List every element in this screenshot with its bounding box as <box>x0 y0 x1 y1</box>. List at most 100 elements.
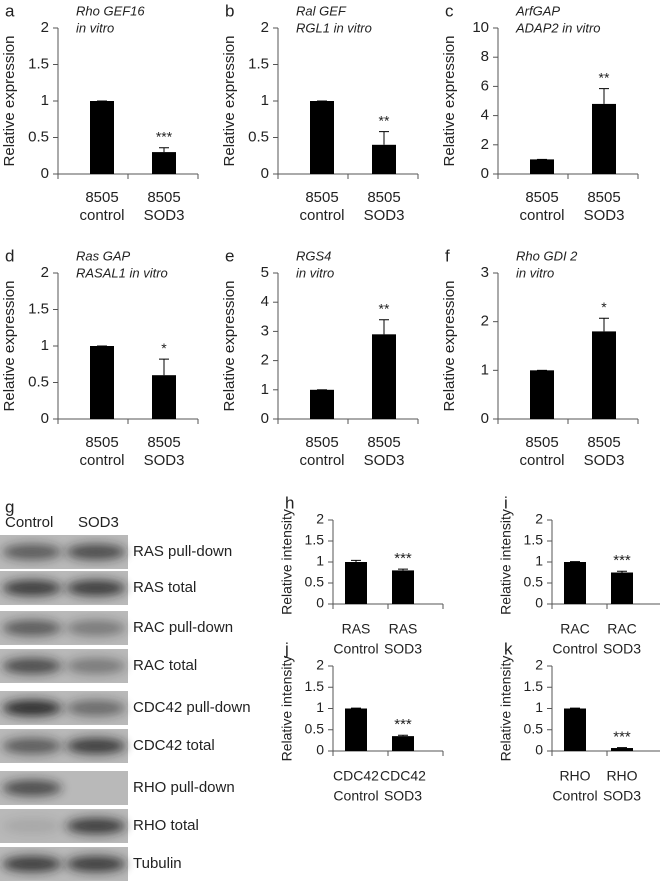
error-bar <box>617 570 627 573</box>
y-tick-label: 1 <box>316 699 324 715</box>
y-tick-label: 3 <box>261 322 269 339</box>
bar <box>564 562 586 604</box>
y-tick-label: 0 <box>41 165 49 182</box>
x-tick-label: SOD3 <box>384 788 422 804</box>
x-tick-label: RHO <box>606 768 637 784</box>
y-tick-label: 2 <box>316 511 324 527</box>
y-tick-label: 1.5 <box>28 55 49 72</box>
significance: ** <box>379 300 390 316</box>
blot-band <box>2 658 62 674</box>
y-tick-label: 1 <box>261 92 269 109</box>
bar <box>152 375 176 419</box>
x-tick-label: 8505 <box>147 189 180 206</box>
blot-band <box>2 700 62 716</box>
annotation: ArfGAP <box>515 3 560 18</box>
bar <box>530 159 554 174</box>
blot-band <box>2 738 62 754</box>
blot-band <box>66 620 126 636</box>
y-tick-label: 2 <box>535 511 543 527</box>
annotation: Rho GEF16 <box>76 3 145 18</box>
error-bar <box>599 317 609 332</box>
bar <box>310 389 334 419</box>
y-tick-label: 0 <box>261 165 269 182</box>
significance: *** <box>613 552 631 569</box>
bar <box>392 736 414 751</box>
x-tick-label: 8505 <box>367 434 400 451</box>
blot-band <box>66 818 126 834</box>
y-tick-label: 2 <box>261 19 269 36</box>
row-label: RAC pull-down <box>133 619 233 636</box>
bar <box>530 370 554 419</box>
blot-band <box>2 780 62 796</box>
blot-band <box>2 818 62 834</box>
x-tick-label: control <box>299 452 344 469</box>
x-tick-label: control <box>299 207 344 224</box>
y-axis-label: Relative expression <box>441 36 458 167</box>
bar <box>345 708 367 751</box>
x-tick-label: SOD3 <box>364 452 405 469</box>
y-tick-label: 0 <box>481 410 489 427</box>
y-axis-label: Relative expression <box>441 281 458 412</box>
error-bar <box>599 88 609 104</box>
x-tick-label: SOD3 <box>603 788 641 804</box>
y-tick-label: 1.5 <box>305 678 325 694</box>
y-tick-label: 8 <box>481 48 489 65</box>
y-axis-label: Relative intensity <box>279 656 295 762</box>
y-tick-label: 2 <box>41 19 49 36</box>
y-tick-label: 2 <box>535 657 543 673</box>
x-tick-label: 8505 <box>587 434 620 451</box>
y-tick-label: 0.5 <box>524 720 544 736</box>
bar <box>392 570 414 604</box>
annotation: Rho GDI 2 <box>516 248 578 263</box>
y-tick-label: 2 <box>481 136 489 153</box>
x-tick-label: SOD3 <box>384 641 422 657</box>
bar <box>592 103 616 174</box>
bar <box>611 748 633 751</box>
y-tick-label: 1 <box>41 337 49 354</box>
x-tick-label: RAS <box>342 621 371 637</box>
blot-band <box>2 544 62 560</box>
y-tick-label: 1.5 <box>524 532 544 548</box>
x-tick-label: 8505 <box>305 434 338 451</box>
blot-band <box>66 544 126 560</box>
error-bar <box>159 358 169 376</box>
bar <box>372 334 396 419</box>
panel-letter: i <box>504 493 508 512</box>
bar <box>611 572 633 604</box>
y-tick-label: 0.5 <box>248 128 269 145</box>
x-tick-label: 8505 <box>85 189 118 206</box>
y-tick-label: 2 <box>41 264 49 281</box>
x-tick-label: 8505 <box>305 189 338 206</box>
y-tick-label: 1 <box>41 92 49 109</box>
y-tick-label: 2 <box>481 313 489 330</box>
y-tick-label: 1 <box>535 699 543 715</box>
x-tick-label: SOD3 <box>144 452 185 469</box>
y-tick-label: 1 <box>481 361 489 378</box>
y-tick-label: 0.5 <box>305 574 325 590</box>
significance: * <box>161 340 167 356</box>
y-tick-label: 0.5 <box>28 128 49 145</box>
x-tick-label: CDC42 <box>380 768 426 784</box>
y-tick-label: 0 <box>316 742 324 758</box>
blot-band <box>66 856 126 872</box>
y-tick-label: 1 <box>535 553 543 569</box>
annotation: RGL1 in vitro <box>296 20 372 35</box>
column-label: Control <box>5 514 53 531</box>
x-tick-label: SOD3 <box>144 207 185 224</box>
x-tick-label: SOD3 <box>584 452 625 469</box>
blot-band <box>2 620 62 636</box>
x-tick-label: Control <box>552 641 597 657</box>
annotation: ADAP2 in vitro <box>515 20 601 35</box>
y-tick-label: 1.5 <box>305 532 325 548</box>
y-axis-label: Relative intensity <box>498 509 514 615</box>
annotation: in vitro <box>516 265 554 280</box>
y-axis-label: Relative expression <box>1 281 18 412</box>
y-tick-label: 1 <box>261 381 269 398</box>
bar <box>564 708 586 751</box>
blot-band <box>2 856 62 872</box>
panel-letter: d <box>5 246 14 265</box>
y-tick-label: 0 <box>535 742 543 758</box>
bar <box>310 101 334 174</box>
y-axis-label: Relative intensity <box>279 509 295 615</box>
blot-band <box>66 580 126 596</box>
